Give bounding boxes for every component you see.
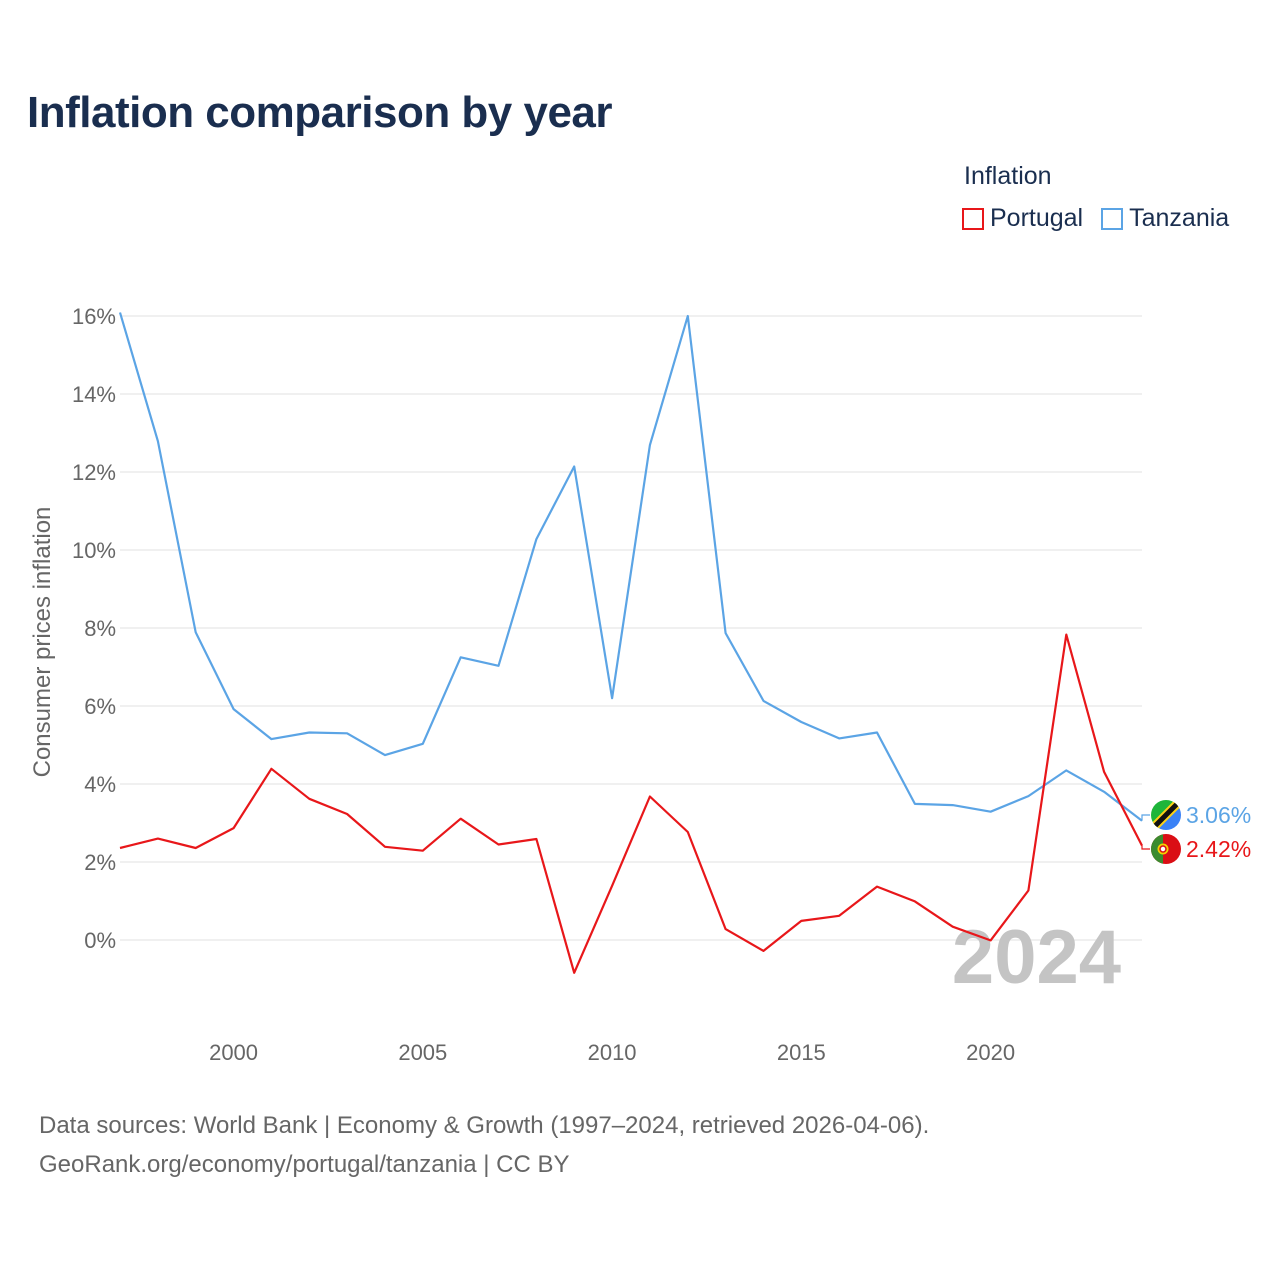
y-tick-label: 10%	[72, 538, 116, 563]
x-tick-label: 2000	[209, 1040, 258, 1065]
y-tick-label: 8%	[84, 616, 116, 641]
inflation-line-chart: 0% 2% 4% 6% 8% 10% 12% 14% 16% 2000 2005 2010 2015 2…	[29, 304, 1251, 1065]
source-line-1: Data sources: World Bank | Economy & Gro…	[39, 1112, 930, 1139]
legend-item-portugal[interactable]: Portugal	[962, 204, 1083, 233]
legend-swatch-portugal	[962, 207, 984, 230]
y-axis-label: Consumer prices inflation	[29, 507, 56, 778]
end-connector	[1141, 814, 1150, 821]
highlight-year-watermark: 2024	[952, 915, 1121, 1000]
end-value-label-portugal: 2.42%	[1186, 836, 1251, 862]
end-connector	[1141, 845, 1150, 850]
portugal-flag-icon	[1151, 834, 1181, 864]
source-line-2[interactable]: GeoRank.org/economy/portugal/tanzania | …	[39, 1151, 570, 1178]
series-line-tanzania[interactable]	[118, 312, 1143, 822]
y-tick-label: 4%	[84, 772, 116, 797]
x-tick-label: 2020	[966, 1040, 1015, 1065]
y-tick-label: 2%	[84, 850, 116, 875]
series-line-portugal[interactable]	[119, 633, 1143, 974]
legend-label-tanzania: Tanzania	[1129, 204, 1230, 232]
y-tick-label: 14%	[72, 382, 116, 407]
x-tick-label: 2005	[398, 1040, 447, 1065]
source-note: Data sources: World Bank | Economy & Gro…	[39, 1106, 929, 1184]
x-tick-label: 2010	[588, 1040, 637, 1065]
chart-title: Inflation comparison by year	[27, 88, 613, 137]
legend: Portugal Tanzania	[962, 204, 1229, 233]
y-tick-label: 6%	[84, 694, 116, 719]
y-tick-label: 12%	[72, 460, 116, 485]
y-tick-label: 0%	[84, 928, 116, 953]
legend-item-tanzania[interactable]: Tanzania	[1101, 204, 1229, 233]
end-value-label-tanzania: 3.06%	[1186, 802, 1251, 828]
legend-swatch-tanzania	[1101, 207, 1124, 230]
x-tick-label: 2015	[777, 1040, 826, 1065]
legend-title: Inflation	[964, 162, 1052, 190]
y-tick-label: 16%	[72, 304, 116, 329]
tanzania-flag-icon	[1151, 800, 1181, 830]
legend-label-portugal: Portugal	[990, 204, 1084, 232]
